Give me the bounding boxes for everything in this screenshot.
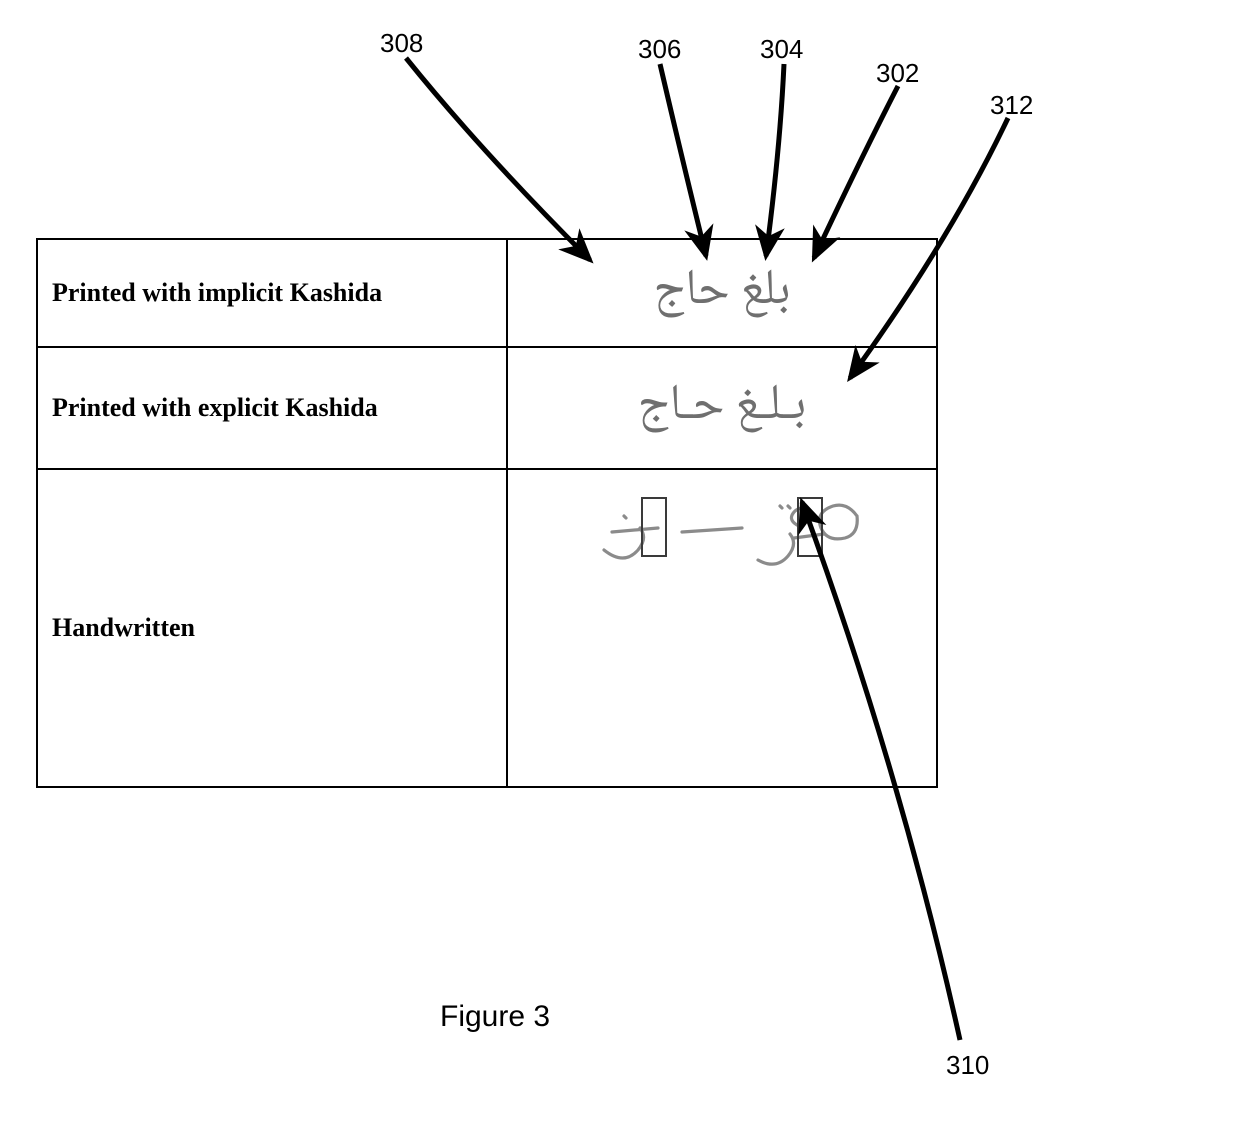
arabic-text-explicit: بـلـغ حـاج [638, 383, 807, 433]
callout-310: 310 [946, 1050, 989, 1081]
table-row: Printed with explicit Kashida بـلـغ حـاج [37, 347, 937, 469]
arabic-cell-implicit: بلغ حاج [507, 239, 937, 347]
handwritten-svg [562, 486, 882, 576]
arabic-cell-explicit: بـلـغ حـاج [507, 347, 937, 469]
callout-302: 302 [876, 58, 919, 89]
callout-306: 306 [638, 34, 681, 65]
figure-canvas: Printed with implicit Kashida بلغ حاج Pr… [0, 0, 1240, 1142]
arabic-cell-handwritten [507, 469, 937, 787]
callout-312: 312 [990, 90, 1033, 121]
table-row: Handwritten [37, 469, 937, 787]
row-label-explicit: Printed with explicit Kashida [37, 347, 507, 469]
row-label-handwritten: Handwritten [37, 469, 507, 787]
callout-308: 308 [380, 28, 423, 59]
arabic-text-implicit: بلغ حاج [653, 268, 790, 318]
row-label-implicit: Printed with implicit Kashida [37, 239, 507, 347]
handwritten-sample [562, 486, 882, 576]
callout-304: 304 [760, 34, 803, 65]
table-row: Printed with implicit Kashida بلغ حاج [37, 239, 937, 347]
kashida-table: Printed with implicit Kashida بلغ حاج Pr… [36, 238, 938, 788]
figure-caption: Figure 3 [440, 1000, 550, 1034]
